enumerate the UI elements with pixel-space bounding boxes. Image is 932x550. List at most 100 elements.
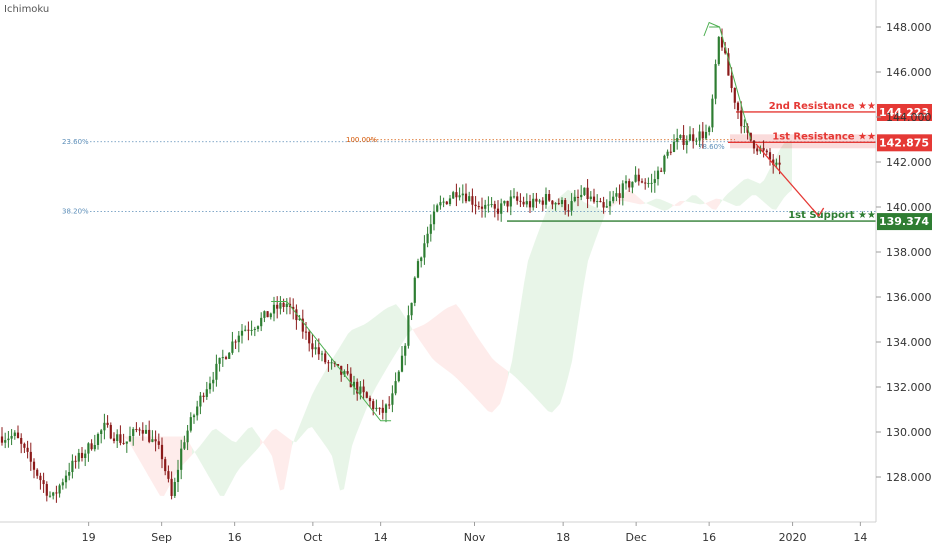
candle bbox=[218, 357, 221, 372]
candle-body bbox=[528, 201, 532, 208]
candle bbox=[554, 202, 557, 211]
candle bbox=[263, 310, 266, 323]
candle-body bbox=[608, 201, 612, 207]
candle bbox=[500, 198, 503, 222]
candle-body bbox=[676, 138, 679, 142]
cloud-segment bbox=[588, 204, 592, 261]
candle bbox=[704, 124, 708, 140]
candle-body bbox=[368, 397, 372, 402]
candle-body bbox=[343, 371, 346, 375]
cloud-segment bbox=[368, 319, 372, 405]
candle-body bbox=[468, 196, 471, 202]
candle-body bbox=[624, 181, 628, 184]
candle-body bbox=[77, 452, 80, 462]
candle-body bbox=[458, 195, 461, 198]
candle bbox=[301, 309, 304, 339]
candle-body bbox=[16, 432, 20, 438]
candle bbox=[160, 437, 164, 469]
candle-body bbox=[688, 134, 692, 141]
candle-body bbox=[756, 148, 759, 152]
candle bbox=[432, 204, 436, 231]
candle bbox=[375, 399, 378, 412]
candle bbox=[618, 184, 621, 205]
cloud-segment bbox=[716, 198, 720, 210]
candle bbox=[720, 28, 724, 51]
candle bbox=[439, 195, 442, 210]
x-tick-label: 19 bbox=[82, 531, 96, 544]
candle-body bbox=[663, 155, 666, 172]
candle bbox=[80, 446, 84, 462]
candle bbox=[330, 358, 333, 370]
candle-body bbox=[61, 482, 64, 486]
cloud-segment bbox=[556, 196, 560, 409]
candle bbox=[640, 178, 644, 184]
candle-body bbox=[215, 363, 218, 380]
candle-body bbox=[772, 159, 775, 165]
cloud-segment bbox=[456, 304, 460, 382]
candle bbox=[71, 454, 74, 479]
candle bbox=[663, 154, 666, 175]
candle-body bbox=[301, 318, 304, 332]
cloud-segment bbox=[528, 249, 532, 394]
candle bbox=[164, 456, 167, 476]
candle bbox=[637, 168, 640, 186]
candle bbox=[516, 191, 519, 205]
cloud-segment bbox=[488, 352, 492, 413]
cloud-segment bbox=[680, 200, 684, 206]
cloud-segment bbox=[540, 217, 544, 407]
candle bbox=[186, 424, 189, 451]
cloud-segment bbox=[384, 307, 388, 374]
candle-body bbox=[266, 311, 269, 318]
candle-body bbox=[573, 196, 576, 202]
cloud-segment bbox=[460, 308, 464, 386]
candle bbox=[557, 198, 560, 206]
candle bbox=[295, 304, 298, 330]
cloud-segment bbox=[276, 428, 280, 491]
candle bbox=[714, 59, 717, 105]
candle-body bbox=[522, 201, 525, 205]
cloud-segment bbox=[484, 346, 488, 412]
candle-body bbox=[423, 243, 426, 258]
candle bbox=[320, 350, 324, 362]
candle-body bbox=[349, 373, 352, 388]
candle-body bbox=[535, 198, 538, 202]
cloud-segment bbox=[744, 178, 748, 203]
candle bbox=[196, 400, 199, 421]
cloud-segment bbox=[412, 328, 416, 335]
candle-body bbox=[64, 475, 68, 483]
candle-body bbox=[480, 206, 484, 209]
candle-body bbox=[400, 355, 404, 372]
candle-body bbox=[157, 441, 160, 445]
candle bbox=[496, 200, 500, 221]
candle bbox=[592, 188, 596, 204]
candle-body bbox=[0, 436, 4, 443]
candle-body bbox=[224, 357, 228, 359]
candle bbox=[77, 448, 80, 469]
candle bbox=[106, 415, 109, 428]
candle-body bbox=[135, 429, 138, 431]
candle bbox=[471, 188, 474, 213]
candle bbox=[378, 407, 381, 415]
candle-body bbox=[10, 435, 13, 439]
candle-body bbox=[493, 204, 496, 209]
candle-body bbox=[221, 357, 224, 359]
candle-body bbox=[250, 329, 253, 331]
candle-body bbox=[13, 432, 16, 436]
candle-body bbox=[148, 429, 151, 442]
candle bbox=[442, 197, 445, 208]
cloud-segment bbox=[404, 315, 408, 341]
candle-body bbox=[426, 233, 429, 244]
candle-body bbox=[410, 302, 413, 316]
cloud-segment bbox=[300, 414, 304, 438]
candle-body bbox=[183, 442, 186, 449]
candle bbox=[410, 302, 413, 321]
candle bbox=[535, 192, 538, 208]
candle-body bbox=[330, 362, 333, 364]
y-tick-label: 142.000 bbox=[886, 156, 932, 169]
candle-body bbox=[653, 179, 656, 183]
candle-body bbox=[599, 201, 602, 203]
candle bbox=[180, 439, 183, 480]
candle bbox=[560, 197, 564, 208]
cloud-segment bbox=[372, 316, 376, 395]
